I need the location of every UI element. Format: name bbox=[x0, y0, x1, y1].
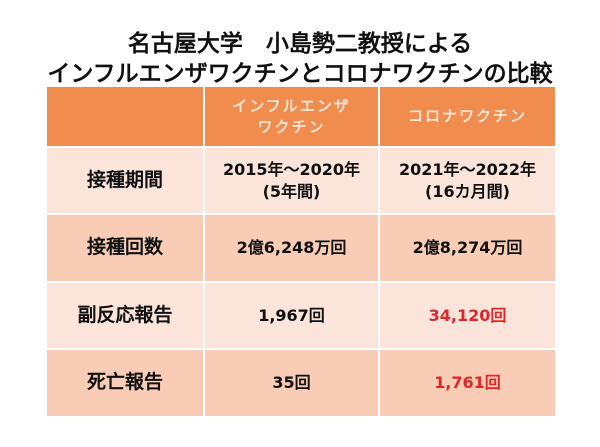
cell-text: 2021年～2022年 bbox=[398, 159, 537, 179]
title-line: インフルエンザワクチンとコロナワクチンの比較 bbox=[47, 61, 553, 87]
header-cell: インフルエンザ ワクチン bbox=[205, 87, 380, 148]
cell-text: 34,120回 bbox=[428, 305, 507, 325]
cell-text: コロナワクチン bbox=[407, 107, 527, 126]
cell-text: 死亡報告 bbox=[86, 371, 163, 394]
value-cell: 1,967回 bbox=[205, 283, 380, 350]
value-cell: 2億8,274万回 bbox=[380, 215, 557, 283]
value-cell: 34,120回 bbox=[380, 283, 557, 350]
value-cell: 2015年～2020年 (5年間) bbox=[205, 148, 380, 215]
cell-text: 2億8,274万回 bbox=[412, 238, 523, 258]
cell-text: ワクチン bbox=[257, 117, 326, 136]
value-cell: 35回 bbox=[205, 350, 380, 418]
cell-text: 副反応報告 bbox=[77, 303, 173, 326]
cell-text: 1,967回 bbox=[258, 305, 325, 325]
cell-text: インフルエンザ bbox=[232, 97, 351, 116]
cell-text: (16カ月間) bbox=[425, 181, 510, 201]
cell-text: 接種回数 bbox=[86, 236, 163, 259]
row-label: 接種期間 bbox=[47, 148, 205, 215]
cell-text: 35回 bbox=[272, 373, 311, 393]
row-label: 接種回数 bbox=[47, 215, 205, 283]
header-cell: コロナワクチン bbox=[380, 87, 557, 148]
row-label: 副反応報告 bbox=[47, 283, 205, 350]
value-cell: 2021年～2022年 (16カ月間) bbox=[380, 148, 557, 215]
cell-text: (5年間) bbox=[262, 181, 321, 201]
cell-text: 2億6,248万回 bbox=[236, 238, 347, 258]
title-line: 名古屋大学 小島勢二教授による bbox=[127, 31, 473, 57]
value-cell: 2億6,248万回 bbox=[205, 215, 380, 283]
cell-text: 1,761回 bbox=[434, 373, 501, 393]
header-cell bbox=[47, 87, 205, 148]
comparison-table: インフルエンザ ワクチン コロナワクチン 接種期間 2015年～2020年 (5年間) 20… bbox=[47, 87, 557, 418]
row-label: 死亡報告 bbox=[47, 350, 205, 418]
cell-text: 接種期間 bbox=[86, 168, 163, 191]
cell-text: 2015年～2020年 bbox=[222, 159, 361, 179]
value-cell: 1,761回 bbox=[380, 350, 557, 418]
